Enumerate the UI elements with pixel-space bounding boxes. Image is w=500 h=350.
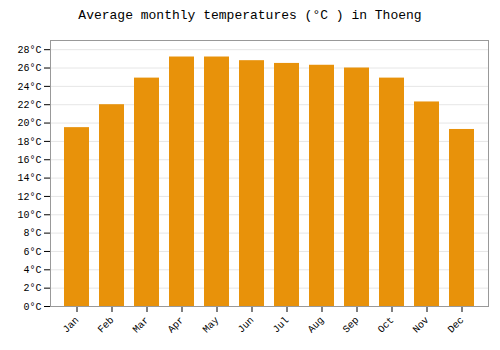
svg-text:6°C: 6°C (23, 247, 41, 258)
svg-text:Oct: Oct (376, 315, 397, 336)
svg-text:8°C: 8°C (23, 228, 41, 239)
svg-text:20°C: 20°C (17, 118, 41, 129)
svg-text:4°C: 4°C (23, 265, 41, 276)
svg-text:26°C: 26°C (17, 63, 41, 74)
svg-text:Mar: Mar (131, 315, 152, 336)
svg-text:Sep: Sep (341, 315, 362, 336)
svg-text:12°C: 12°C (17, 192, 41, 203)
svg-text:16°C: 16°C (17, 155, 41, 166)
svg-text:18°C: 18°C (17, 137, 41, 148)
svg-text:10°C: 10°C (17, 210, 41, 221)
svg-text:22°C: 22°C (17, 100, 41, 111)
svg-text:Nov: Nov (411, 315, 432, 336)
svg-text:Jan: Jan (61, 315, 82, 336)
svg-text:0°C: 0°C (23, 302, 41, 313)
svg-text:24°C: 24°C (17, 82, 41, 93)
svg-text:Jun: Jun (236, 315, 257, 336)
svg-text:14°C: 14°C (17, 173, 41, 184)
svg-text:Dec: Dec (446, 315, 467, 336)
svg-text:Apr: Apr (166, 315, 187, 336)
svg-text:28°C: 28°C (17, 45, 41, 56)
svg-text:May: May (201, 315, 222, 336)
svg-text:Jul: Jul (271, 315, 292, 336)
html-text:Average monthly temperatures (: Average monthly temperatures (°C ) in Th… (78, 8, 422, 23)
svg-text:Feb: Feb (96, 315, 117, 336)
svg-text:Aug: Aug (306, 315, 327, 336)
svg-text:2°C: 2°C (23, 283, 41, 294)
